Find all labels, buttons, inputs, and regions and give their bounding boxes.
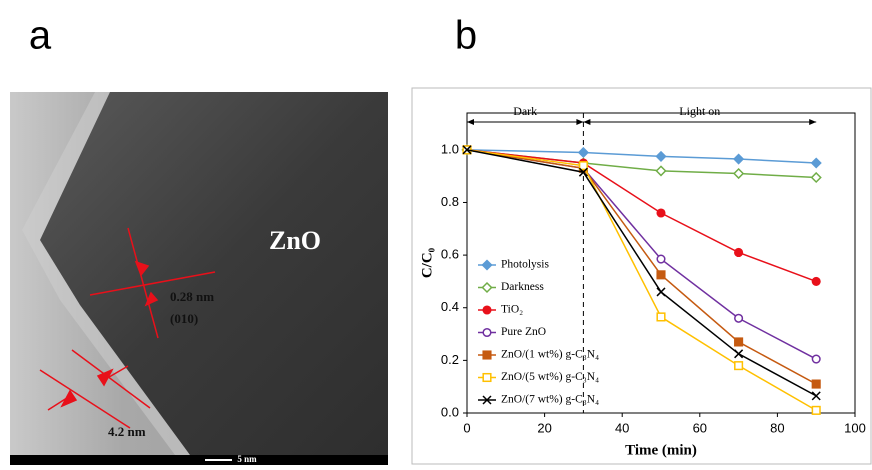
marker	[811, 379, 821, 389]
legend-label: Darkness	[501, 281, 544, 293]
marker	[734, 337, 744, 347]
marker	[734, 361, 744, 371]
marker	[811, 391, 821, 401]
marker	[482, 305, 492, 315]
plane-label: (010)	[170, 311, 198, 326]
marker	[810, 157, 822, 169]
arrow-head	[467, 119, 474, 125]
marker	[482, 350, 492, 360]
y-tick-label: 1.0	[441, 141, 459, 156]
micrograph: 5 nm ZnO 0.28 nm (010) 4.2 nm	[10, 92, 388, 465]
marker	[481, 281, 493, 294]
legend-label: TiO₂	[501, 304, 523, 316]
legend-label: Photolysis	[501, 259, 549, 271]
marker	[734, 349, 744, 359]
x-tick-label: 0	[463, 420, 470, 435]
crystal	[40, 92, 388, 455]
y-axis-title: C/C₀	[419, 247, 435, 278]
marker	[656, 287, 666, 297]
marker	[656, 270, 666, 280]
marker	[733, 167, 745, 180]
chart: 0 20 40 60 80 100 0.0 0.2 0.4 0.6 0.8 1.0 Time (min)…	[419, 104, 865, 459]
marker	[482, 372, 492, 383]
phase-label: Dark	[513, 104, 537, 118]
x-tick-label: 20	[537, 420, 551, 435]
marker	[578, 161, 588, 171]
arrow-head	[809, 119, 817, 125]
annotation-lines	[39, 227, 216, 429]
marker	[655, 165, 667, 177]
arrow-head	[583, 119, 591, 125]
x-tick-label: 40	[615, 420, 629, 435]
marker	[656, 312, 666, 322]
x-tick-label: 100	[844, 420, 866, 435]
scale-bar-label: 5 nm	[237, 454, 257, 464]
marker	[734, 313, 744, 323]
phase-label: Light on	[679, 104, 720, 118]
marker	[482, 327, 492, 338]
legend-label: ZnO/(1 wt%) g-C₃N₄	[501, 349, 599, 361]
x-tick-label: 80	[770, 420, 784, 435]
legend-label: ZnO/(5 wt%) g-C₃N₄	[501, 371, 599, 383]
x-tick-label: 60	[693, 420, 707, 435]
scale-bar-strip	[10, 455, 388, 465]
marker	[577, 146, 589, 159]
marker	[811, 405, 821, 415]
marker	[810, 171, 822, 184]
shell-label: 4.2 nm	[108, 424, 146, 439]
marker	[481, 259, 493, 271]
spacing-label: 0.28 nm	[170, 289, 214, 304]
marker	[811, 276, 821, 286]
legend-label: ZnO/(7 wt%) g-C₃N₄	[501, 394, 599, 406]
marker	[482, 395, 492, 405]
marker	[733, 153, 745, 165]
plot-area	[466, 112, 856, 414]
panel-label: b	[455, 14, 477, 58]
y-tick-label: 0.8	[441, 194, 459, 209]
material-label: ZnO	[269, 226, 321, 255]
marker	[656, 254, 666, 264]
marker	[656, 208, 666, 218]
panel-label: a	[29, 14, 52, 58]
arrow-head	[576, 119, 584, 125]
x-axis-title: Time (min)	[625, 442, 697, 458]
marker	[811, 354, 821, 364]
marker	[734, 247, 744, 258]
marker	[655, 150, 667, 162]
y-tick-label: 0.4	[441, 299, 459, 314]
marker	[578, 167, 588, 177]
y-tick-label: 0.2	[441, 352, 459, 367]
y-tick-label: 0.0	[441, 404, 459, 419]
y-tick-label: 0.6	[441, 247, 459, 262]
marker	[462, 145, 472, 155]
legend-label: Pure ZnO	[501, 326, 546, 338]
